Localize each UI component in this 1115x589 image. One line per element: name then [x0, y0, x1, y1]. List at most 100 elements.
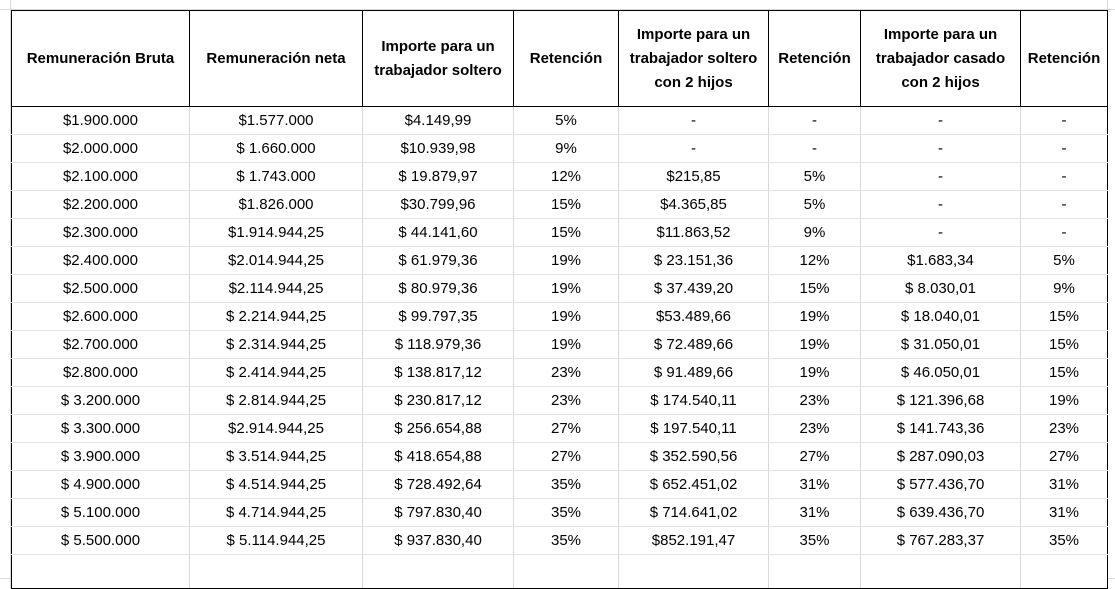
cell-gross-pay[interactable]: $ 5.100.000	[11, 498, 190, 527]
cell-gross-pay[interactable]: $2.700.000	[11, 330, 190, 359]
cell-single-2kids-withholding[interactable]: 19%	[768, 330, 861, 359]
cell-single-amount[interactable]: $ 19.879,97	[362, 162, 514, 191]
cell-net-pay[interactable]: $ 4.714.944,25	[189, 498, 363, 527]
cell-single-2kids-withholding[interactable]: 35%	[768, 526, 861, 555]
header-married-2kids-withholding[interactable]: Retención	[1020, 10, 1108, 107]
cell-married-2kids-withholding[interactable]: 19%	[1020, 386, 1108, 415]
cell-married-2kids-amount[interactable]: $ 767.283,37	[860, 526, 1021, 555]
header-single-amount[interactable]: Importe para un trabajador soltero	[362, 10, 514, 107]
cell-single-withholding[interactable]: 19%	[513, 274, 619, 303]
cell-net-pay[interactable]: $ 2.314.944,25	[189, 330, 363, 359]
cell-married-2kids-amount[interactable]: $ 46.050,01	[860, 358, 1021, 387]
cell-net-pay[interactable]: $ 2.214.944,25	[189, 302, 363, 331]
cell-single-2kids-withholding[interactable]: -	[768, 106, 861, 135]
cell-gross-pay[interactable]: $2.800.000	[11, 358, 190, 387]
cell-single-2kids-withholding[interactable]: 12%	[768, 246, 861, 275]
cell-single-2kids-withholding[interactable]: 31%	[768, 498, 861, 527]
cell-single-amount[interactable]: $ 118.979,36	[362, 330, 514, 359]
cell-single-2kids-withholding[interactable]: -	[768, 134, 861, 163]
cell-single-2kids-withholding[interactable]: 5%	[768, 190, 861, 219]
cell-single-amount[interactable]: $ 61.979,36	[362, 246, 514, 275]
cell-single-2kids-amount[interactable]: $ 72.489,66	[618, 330, 769, 359]
cell-single-2kids-amount[interactable]: $11.863,52	[618, 218, 769, 247]
cell-married-2kids-withholding[interactable]: 5%	[1020, 246, 1108, 275]
cell-married-2kids-amount[interactable]: -	[860, 190, 1021, 219]
cell-married-2kids-withholding[interactable]: 23%	[1020, 414, 1108, 443]
cell-single-withholding[interactable]: 15%	[513, 190, 619, 219]
cell-single-2kids-amount[interactable]: $ 714.641,02	[618, 498, 769, 527]
cell-married-2kids-withholding[interactable]: 9%	[1020, 274, 1108, 303]
cell-married-2kids-amount[interactable]	[860, 554, 1021, 589]
cell-net-pay[interactable]: $2.114.944,25	[189, 274, 363, 303]
cell-single-withholding[interactable]: 12%	[513, 162, 619, 191]
cell-single-amount[interactable]: $ 44.141,60	[362, 218, 514, 247]
cell-single-amount[interactable]: $4.149,99	[362, 106, 514, 135]
cell-gross-pay[interactable]: $2.000.000	[11, 134, 190, 163]
cell-gross-pay[interactable]: $ 3.300.000	[11, 414, 190, 443]
cell-single-2kids-amount[interactable]: $ 23.151,36	[618, 246, 769, 275]
cell-single-2kids-withholding[interactable]: 19%	[768, 302, 861, 331]
cell-married-2kids-amount[interactable]: -	[860, 218, 1021, 247]
cell-single-amount[interactable]: $ 230.817,12	[362, 386, 514, 415]
cell-married-2kids-withholding[interactable]: 31%	[1020, 470, 1108, 499]
cell-single-amount[interactable]: $10.939,98	[362, 134, 514, 163]
cell-net-pay[interactable]: $ 1.660.000	[189, 134, 363, 163]
cell-single-amount[interactable]: $ 256.654,88	[362, 414, 514, 443]
cell-married-2kids-withholding[interactable]: -	[1020, 106, 1108, 135]
cell-net-pay[interactable]: $ 4.514.944,25	[189, 470, 363, 499]
cell-net-pay[interactable]: $1.826.000	[189, 190, 363, 219]
cell-net-pay[interactable]: $1.914.944,25	[189, 218, 363, 247]
cell-single-2kids-amount[interactable]: $ 352.590,56	[618, 442, 769, 471]
cell-gross-pay[interactable]: $2.600.000	[11, 302, 190, 331]
cell-married-2kids-withholding[interactable]: 27%	[1020, 442, 1108, 471]
cell-married-2kids-withholding[interactable]	[1020, 554, 1108, 589]
cell-single-2kids-withholding[interactable]: 19%	[768, 358, 861, 387]
cell-gross-pay[interactable]: $ 3.200.000	[11, 386, 190, 415]
header-net-pay[interactable]: Remuneración neta	[189, 10, 363, 107]
cell-married-2kids-withholding[interactable]: 31%	[1020, 498, 1108, 527]
cell-single-2kids-amount[interactable]: $852.191,47	[618, 526, 769, 555]
cell-single-2kids-withholding[interactable]: 23%	[768, 414, 861, 443]
cell-gross-pay[interactable]: $ 4.900.000	[11, 470, 190, 499]
cell-single-withholding[interactable]: 19%	[513, 302, 619, 331]
cell-single-amount[interactable]: $ 80.979,36	[362, 274, 514, 303]
cell-single-amount[interactable]: $ 937.830,40	[362, 526, 514, 555]
cell-net-pay[interactable]: $ 2.814.944,25	[189, 386, 363, 415]
cell-married-2kids-withholding[interactable]: -	[1020, 218, 1108, 247]
cell-gross-pay[interactable]: $ 5.500.000	[11, 526, 190, 555]
cell-single-2kids-withholding[interactable]: 5%	[768, 162, 861, 191]
cell-net-pay[interactable]: $ 3.514.944,25	[189, 442, 363, 471]
cell-gross-pay[interactable]: $2.500.000	[11, 274, 190, 303]
cell-single-withholding[interactable]: 23%	[513, 358, 619, 387]
cell-single-2kids-amount[interactable]: $ 91.489,66	[618, 358, 769, 387]
cell-single-amount[interactable]: $ 797.830,40	[362, 498, 514, 527]
header-single-2kids-withholding[interactable]: Retención	[768, 10, 861, 107]
cell-single-withholding[interactable]: 19%	[513, 330, 619, 359]
cell-single-2kids-withholding[interactable]: 31%	[768, 470, 861, 499]
cell-single-2kids-amount[interactable]: $ 37.439,20	[618, 274, 769, 303]
cell-married-2kids-withholding[interactable]: -	[1020, 162, 1108, 191]
cell-single-withholding[interactable]: 9%	[513, 134, 619, 163]
cell-net-pay[interactable]	[189, 554, 363, 589]
cell-single-2kids-amount[interactable]: $4.365,85	[618, 190, 769, 219]
header-single-withholding[interactable]: Retención	[513, 10, 619, 107]
cell-single-withholding[interactable]: 19%	[513, 246, 619, 275]
cell-single-2kids-amount[interactable]: $ 174.540,11	[618, 386, 769, 415]
cell-married-2kids-withholding[interactable]: -	[1020, 190, 1108, 219]
cell-gross-pay[interactable]: $2.300.000	[11, 218, 190, 247]
cell-gross-pay[interactable]: $1.900.000	[11, 106, 190, 135]
cell-single-2kids-amount[interactable]: $ 197.540,11	[618, 414, 769, 443]
cell-gross-pay[interactable]: $2.100.000	[11, 162, 190, 191]
cell-single-withholding[interactable]: 5%	[513, 106, 619, 135]
cell-single-withholding[interactable]: 23%	[513, 386, 619, 415]
cell-single-2kids-withholding[interactable]: 9%	[768, 218, 861, 247]
cell-single-withholding[interactable]	[513, 554, 619, 589]
cell-married-2kids-amount[interactable]: -	[860, 162, 1021, 191]
cell-single-withholding[interactable]: 27%	[513, 442, 619, 471]
cell-net-pay[interactable]: $ 1.743.000	[189, 162, 363, 191]
header-single-2kids-amount[interactable]: Importe para un trabajador soltero con 2…	[618, 10, 769, 107]
cell-single-2kids-amount[interactable]: -	[618, 106, 769, 135]
cell-married-2kids-amount[interactable]: $ 121.396,68	[860, 386, 1021, 415]
cell-married-2kids-amount[interactable]: -	[860, 134, 1021, 163]
cell-single-withholding[interactable]: 35%	[513, 470, 619, 499]
